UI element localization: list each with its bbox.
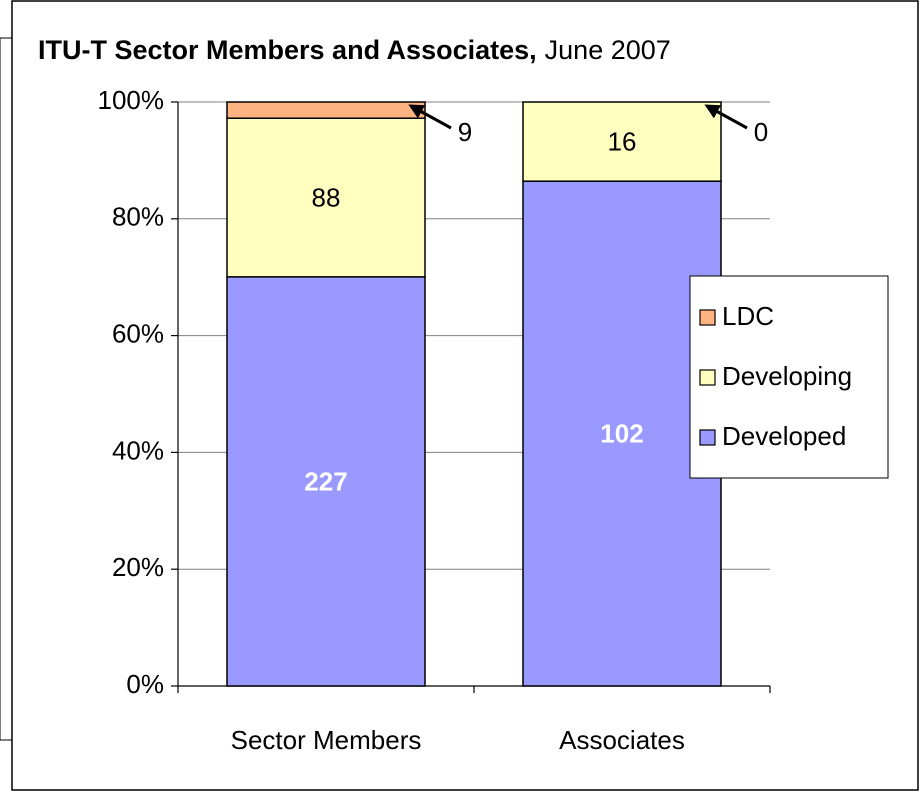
title: ITU-T Sector Members and Associates, (38, 35, 537, 65)
subtitle: June 2007 (545, 35, 671, 65)
bar-segment (226, 276, 426, 687)
x-tick-label: Sector Members (231, 725, 422, 755)
legend-swatch (699, 429, 716, 446)
label-arrow (408, 104, 452, 130)
legend-swatch (699, 369, 716, 386)
legend-label: LDC (722, 301, 774, 331)
bar-segment (522, 101, 722, 182)
bar-segment (522, 180, 722, 687)
y-tick-label: 0% (126, 669, 164, 699)
bar-segment (226, 101, 426, 119)
legend-label: Developed (722, 421, 846, 451)
data-label: 88 (312, 182, 341, 212)
y-tick-label: 100% (98, 85, 165, 115)
bar-segment (226, 117, 426, 278)
legend-box (689, 275, 889, 479)
data-label: 227 (304, 466, 347, 496)
x-tick-label: Associates (559, 725, 685, 755)
legend: LDC Developing Developed (689, 275, 889, 479)
data-label: 16 (608, 126, 637, 156)
data-label: 102 (600, 418, 643, 448)
legend-label: Developing (722, 361, 852, 391)
y-tick-label: 40% (112, 435, 164, 465)
y-tick-label: 60% (112, 318, 164, 348)
y-tick-label: 80% (112, 202, 164, 232)
label-arrow (704, 104, 748, 130)
legend-swatch (699, 309, 716, 326)
data-label: 0 (754, 117, 768, 147)
y-tick-label: 20% (112, 552, 164, 582)
chart-title: ITU-T Sector Members and Associates, June… (38, 35, 671, 65)
data-label: 9 (458, 117, 472, 147)
